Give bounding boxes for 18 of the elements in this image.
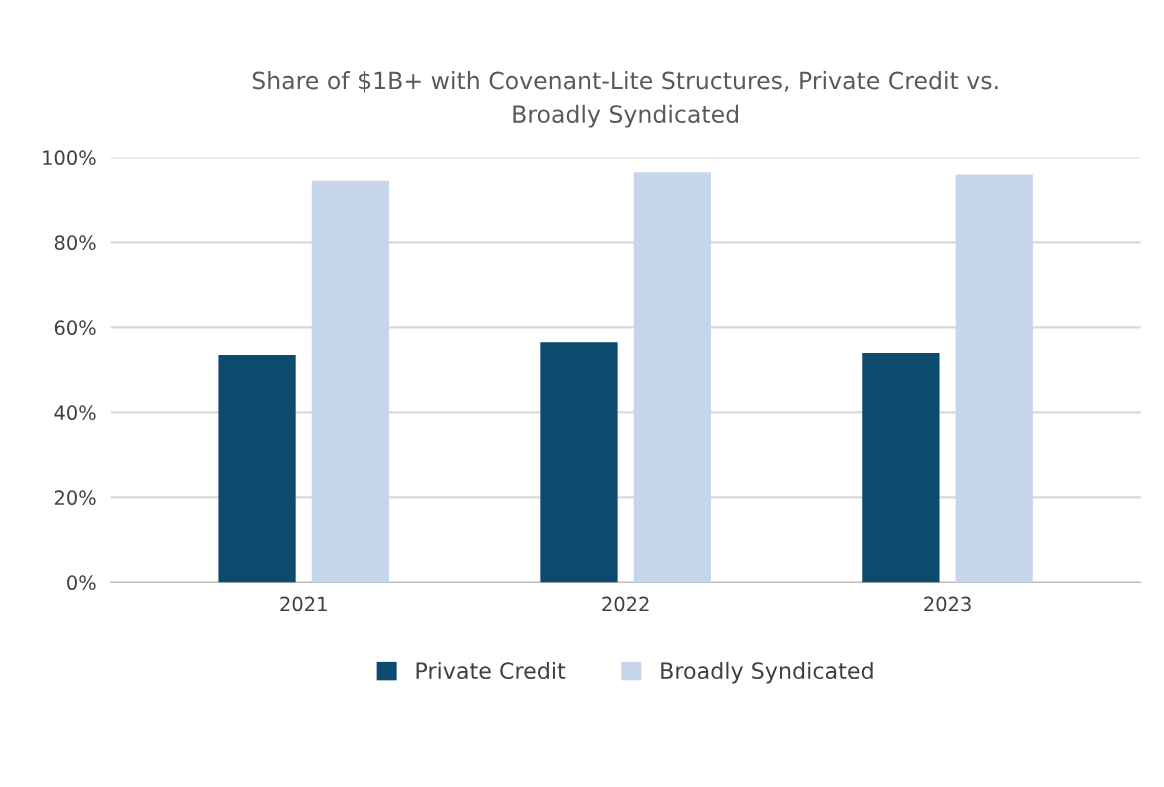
bar [955, 174, 1033, 583]
y-tick-label: 60% [54, 320, 96, 336]
y-tick-label: 80% [54, 235, 96, 251]
bar [633, 172, 711, 583]
bar [311, 180, 390, 583]
x-tick-label: 2021 [280, 596, 327, 612]
y-tick-label: 0% [67, 575, 96, 591]
bar [540, 342, 618, 583]
legend-label: Private Credit [416, 661, 566, 680]
y-tick-label: 100% [43, 150, 96, 166]
y-tick-label: 40% [54, 405, 96, 421]
x-tick-label: 2023 [924, 596, 971, 612]
bar [218, 355, 296, 583]
bar [862, 352, 940, 583]
legend-label: Broadly Syndicated [661, 661, 873, 684]
x-tick-label: 2022 [602, 596, 649, 612]
chart-title: Share of $1B+ with Covenant-Lite Structures, Private Credit vs. Broadly Syndicated [252, 71, 998, 128]
y-tick-label: 20% [54, 490, 96, 506]
